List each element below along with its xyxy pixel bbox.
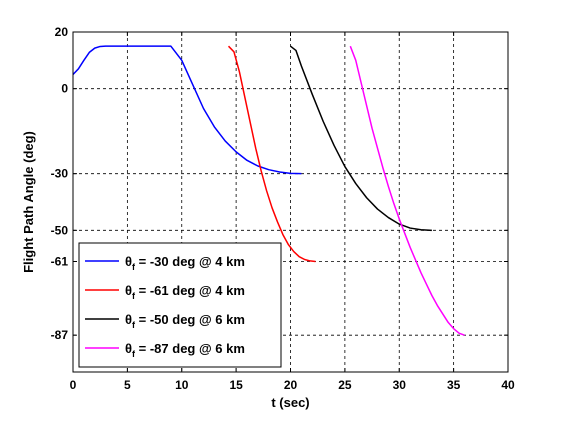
- x-tick-label: 15: [229, 378, 243, 392]
- legend-subscript: f: [132, 320, 136, 330]
- y-tick-label: -30: [51, 167, 69, 181]
- series-line-4: [349, 45, 465, 336]
- grid-lines: [73, 32, 508, 372]
- x-tick-label: 25: [338, 378, 352, 392]
- series-line-2: [227, 45, 316, 263]
- y-axis-label: Flight Path Angle (deg): [21, 131, 36, 273]
- legend-label: = -87 deg @ 6 km: [135, 341, 245, 356]
- legend-label: = -30 deg @ 4 km: [135, 254, 245, 269]
- y-tick-label: -61: [51, 255, 69, 269]
- series-lines: [72, 45, 465, 336]
- legend-symbol: θ: [125, 283, 132, 298]
- y-tick-label: 0: [61, 82, 68, 96]
- legend-label: = -50 deg @ 6 km: [135, 312, 245, 327]
- x-tick-label: 5: [124, 378, 131, 392]
- legend-entry: θf = -61 deg @ 4 km: [125, 283, 245, 301]
- legend-box: [78, 242, 282, 368]
- x-tick-label: 10: [175, 378, 189, 392]
- x-tick-label: 40: [501, 378, 515, 392]
- axis-ticks: 0 5 10 15 20 25 30 35 40 20 0 -30 -50 -61 -87: [51, 25, 515, 392]
- legend-entry: θf = -50 deg @ 6 km: [125, 312, 245, 330]
- x-tick-label: 0: [70, 378, 77, 392]
- legend-symbol: θ: [125, 312, 132, 327]
- legend-symbol: θ: [125, 341, 132, 356]
- legend-entry: θf = -30 deg @ 4 km: [125, 254, 245, 272]
- legend-entry: θf = -87 deg @ 6 km: [125, 341, 245, 359]
- legend-subscript: f: [132, 262, 136, 272]
- x-tick-label: 30: [393, 378, 407, 392]
- y-tick-label: 20: [55, 25, 69, 39]
- legend-subscript: f: [132, 291, 136, 301]
- series-line-1: [72, 45, 302, 175]
- legend-subscript: f: [132, 349, 136, 359]
- x-tick-label: 20: [284, 378, 298, 392]
- legend-symbol: θ: [125, 254, 132, 269]
- x-tick-label: 35: [447, 378, 461, 392]
- y-tick-label: -87: [51, 328, 69, 342]
- legend-label: = -61 deg @ 4 km: [135, 283, 245, 298]
- y-tick-label: -50: [51, 223, 69, 237]
- x-axis-label: t (sec): [271, 395, 309, 410]
- series-line-3: [290, 45, 432, 232]
